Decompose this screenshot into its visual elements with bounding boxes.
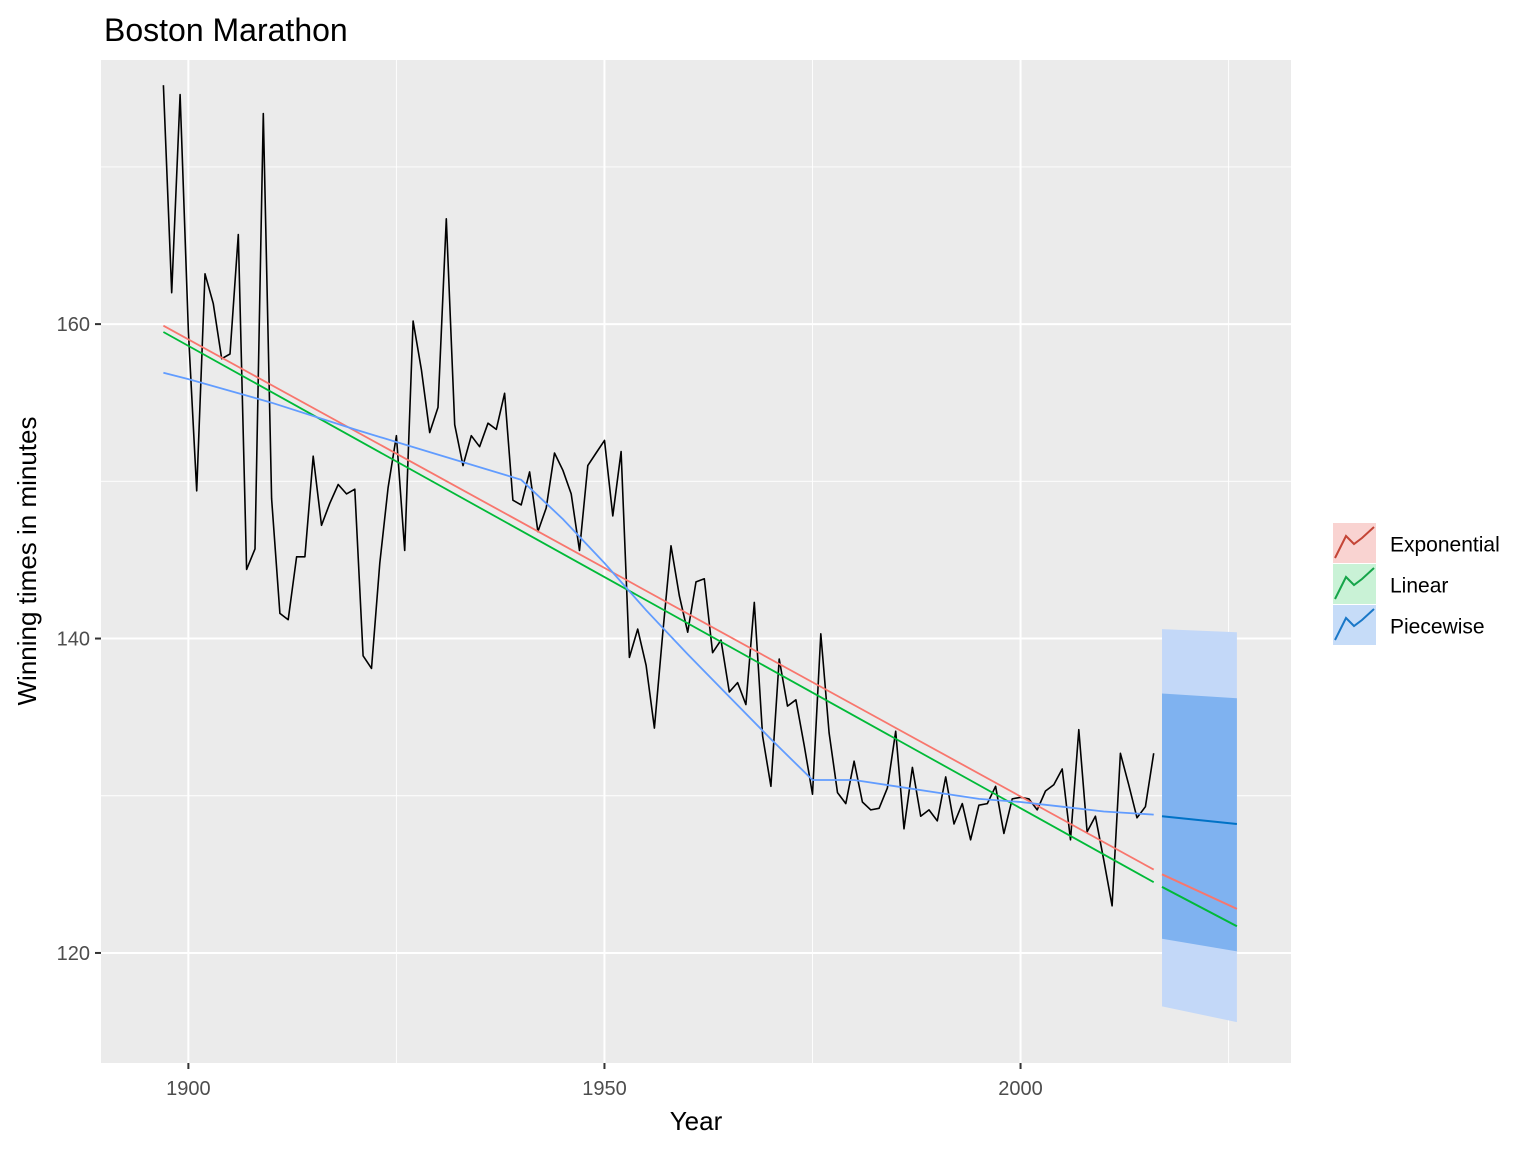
observed-series-line (162, 85, 1155, 907)
x-axis-ticks: 1900 1950 2000 (166, 1063, 1043, 1100)
interval-80-band (1162, 693, 1237, 952)
x-tick-label: 1950 (582, 1078, 627, 1100)
piecewise-fitted-line (163, 371, 1154, 816)
y-tick-label: 120 (57, 943, 90, 965)
exponential-forecast-line (1161, 873, 1238, 910)
x-tick-label: 2000 (998, 1078, 1043, 1100)
series-lines (162, 85, 1238, 928)
y-axis-title: Winning times in minutes (12, 417, 42, 706)
major-gridlines (101, 60, 1291, 1063)
linear-fitted-line (162, 331, 1155, 883)
y-axis-ticks: 120 140 160 (57, 314, 101, 965)
legend: Exponential Linear Piecewise (1333, 523, 1500, 645)
y-tick-label: 140 (57, 629, 90, 651)
forecast-interval-bands (1162, 629, 1237, 1023)
x-axis-title: Year (670, 1106, 723, 1136)
minor-gridlines (101, 60, 1291, 1063)
linear-forecast-line (1161, 886, 1238, 928)
legend-label-linear: Linear (1390, 575, 1448, 598)
legend-key-line-linear (1334, 567, 1375, 600)
legend-key-line-piecewise (1334, 608, 1375, 641)
y-tick-label: 160 (57, 314, 90, 336)
plot-panel (101, 60, 1291, 1063)
chart-title: Boston Marathon (104, 12, 348, 48)
legend-label-exponential: Exponential (1390, 534, 1500, 557)
legend-key-line-exponential (1334, 526, 1375, 559)
exponential-fitted-line (162, 324, 1155, 871)
legend-label-piecewise: Piecewise (1390, 616, 1485, 639)
piecewise-forecast-line (1161, 815, 1238, 825)
x-tick-label: 1900 (166, 1078, 211, 1100)
